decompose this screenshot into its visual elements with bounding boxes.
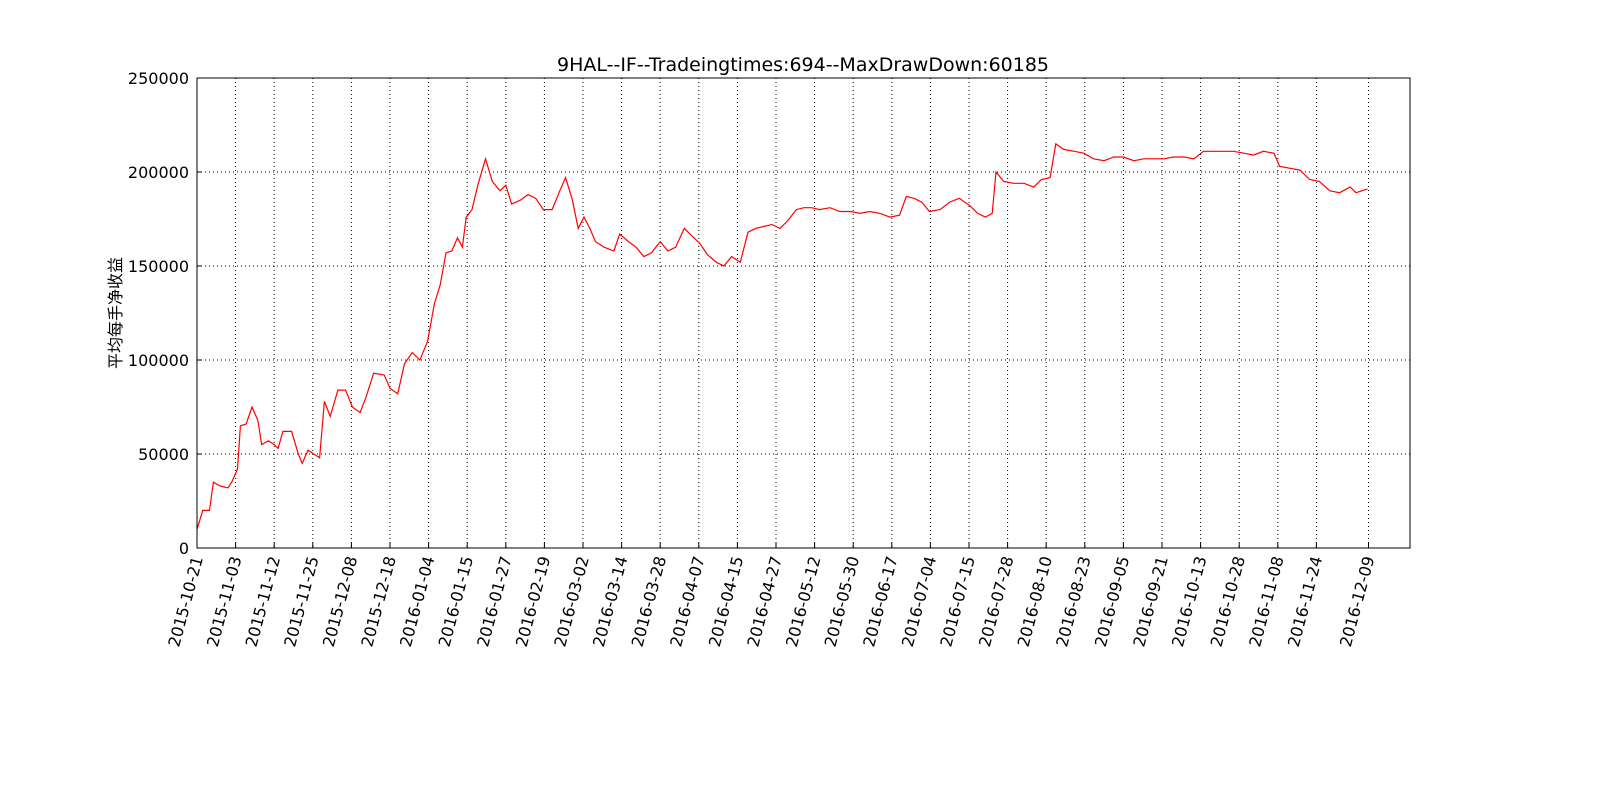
x-tick-label: 2016-09-21 (1129, 554, 1171, 649)
x-tick-label: 2016-10-28 (1207, 554, 1249, 649)
y-axis-label: 平均每手净收益 (106, 257, 125, 369)
x-tick-label: 2016-03-02 (550, 554, 592, 649)
x-tick-label: 2016-01-04 (396, 554, 438, 649)
y-tick-label: 200000 (128, 163, 189, 182)
x-tick-label: 2016-09-05 (1091, 554, 1133, 649)
chart-title: 9HAL--IF--Tradeingtimes:694--MaxDrawDown… (557, 54, 1049, 76)
x-tick-label: 2015-10-21 (164, 554, 206, 649)
x-tick-label: 2016-07-04 (898, 554, 940, 649)
x-tick-label: 2016-05-30 (821, 554, 863, 649)
y-tick-label: 50000 (138, 445, 189, 464)
y-tick-label: 0 (179, 539, 189, 558)
data-line (196, 142, 1368, 530)
x-tick-label: 2016-02-19 (512, 554, 554, 649)
y-tick-label: 100000 (128, 351, 189, 370)
x-tick-label: 2015-12-08 (319, 554, 361, 649)
x-tick-label: 2016-07-15 (936, 554, 978, 649)
x-tick-label: 2015-11-25 (280, 554, 322, 649)
plot-frame (196, 77, 1411, 549)
x-tick-label: 2016-07-28 (975, 554, 1017, 649)
x-tick-label: 2015-11-12 (242, 554, 284, 649)
x-tick-label: 2016-04-27 (743, 554, 785, 649)
x-tick-label: 2016-05-12 (782, 554, 824, 649)
x-tick-label: 2016-01-15 (435, 554, 477, 649)
y-tick-label: 250000 (128, 69, 189, 88)
x-tick-label: 2016-11-08 (1245, 554, 1287, 649)
x-tick-label: 2016-04-15 (705, 554, 747, 649)
x-tick-label: 2016-03-28 (628, 554, 670, 649)
x-tick-label: 2016-08-10 (1014, 554, 1056, 649)
x-tick-label: 2016-11-24 (1284, 554, 1326, 649)
x-tick-label: 2016-10-13 (1168, 554, 1210, 649)
x-tick-label: 2016-03-14 (589, 554, 631, 649)
x-tick-label: 2016-04-07 (666, 554, 708, 649)
x-tick-label: 2016-08-23 (1052, 554, 1094, 649)
x-tick-label: 2016-06-17 (859, 554, 901, 649)
x-tick-label: 2016-01-27 (473, 554, 515, 649)
x-tick-label: 2015-12-18 (357, 554, 399, 649)
x-tick-label: 2016-12-09 (1336, 554, 1378, 649)
x-tick-label: 2015-11-03 (203, 554, 245, 649)
y-tick-label: 150000 (128, 257, 189, 276)
